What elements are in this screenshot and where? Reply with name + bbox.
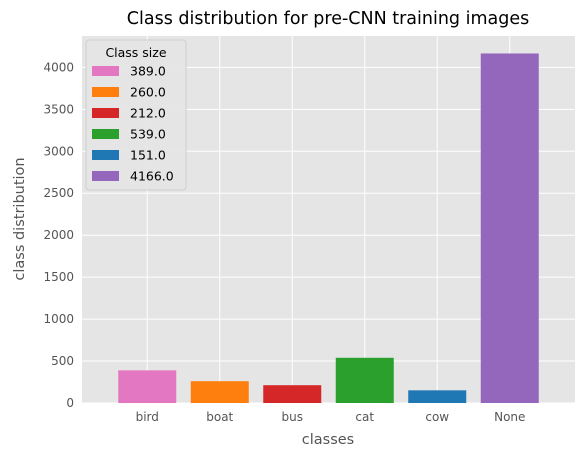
- y-tick-label: 1500: [43, 270, 74, 284]
- x-tick-label: cat: [355, 410, 374, 424]
- bars: [118, 53, 539, 404]
- legend-label: 151.0: [130, 148, 166, 163]
- x-tick-label: bus: [282, 410, 303, 424]
- legend-label: 212.0: [130, 106, 166, 121]
- legend-label: 4166.0: [130, 169, 174, 184]
- legend-items: 389.0 260.0 212.0 539.0 151.0 4166.0: [92, 64, 174, 184]
- bar-bird: [118, 370, 177, 403]
- legend-title: Class size: [105, 45, 166, 60]
- y-tick-label: 3500: [43, 102, 74, 116]
- legend-swatch: [92, 129, 119, 139]
- legend-label: 260.0: [130, 85, 166, 100]
- legend-swatch: [92, 171, 119, 181]
- x-tick-label: cow: [425, 410, 449, 424]
- y-tick-label: 500: [51, 354, 74, 368]
- x-tick-label: None: [494, 410, 525, 424]
- legend-swatch: [92, 108, 119, 118]
- legend-label: 389.0: [130, 64, 166, 79]
- y-axis-label: class distribution: [12, 157, 28, 280]
- x-tick-label: bird: [136, 410, 159, 424]
- y-tick-label: 2000: [43, 228, 74, 242]
- legend: Class size 389.0 260.0 212.0 539.0 151.0 4166…: [85, 39, 187, 191]
- bar-cat: [335, 357, 394, 403]
- y-tick-labels: 0 500 1000 1500 2000 2500 3000 3500 4000: [43, 60, 74, 410]
- bar-boat: [190, 381, 249, 403]
- y-tick-label: 3000: [43, 144, 74, 158]
- bar-none: [480, 53, 539, 404]
- legend-swatch: [92, 150, 119, 160]
- chart-title: Class distribution for pre-CNN training …: [127, 9, 529, 29]
- legend-swatch: [92, 87, 119, 97]
- y-tick-label: 2500: [43, 186, 74, 200]
- y-tick-label: 4000: [43, 60, 74, 74]
- legend-swatch: [92, 66, 119, 76]
- y-tick-label: 0: [66, 396, 74, 410]
- y-tick-label: 1000: [43, 312, 74, 326]
- bar-cow: [408, 390, 467, 403]
- bar-bus: [263, 385, 322, 403]
- x-axis-label: classes: [302, 432, 354, 448]
- x-tick-label: boat: [206, 410, 233, 424]
- x-tick-labels: bird boat bus cat cow None: [136, 410, 526, 424]
- legend-label: 539.0: [130, 127, 166, 142]
